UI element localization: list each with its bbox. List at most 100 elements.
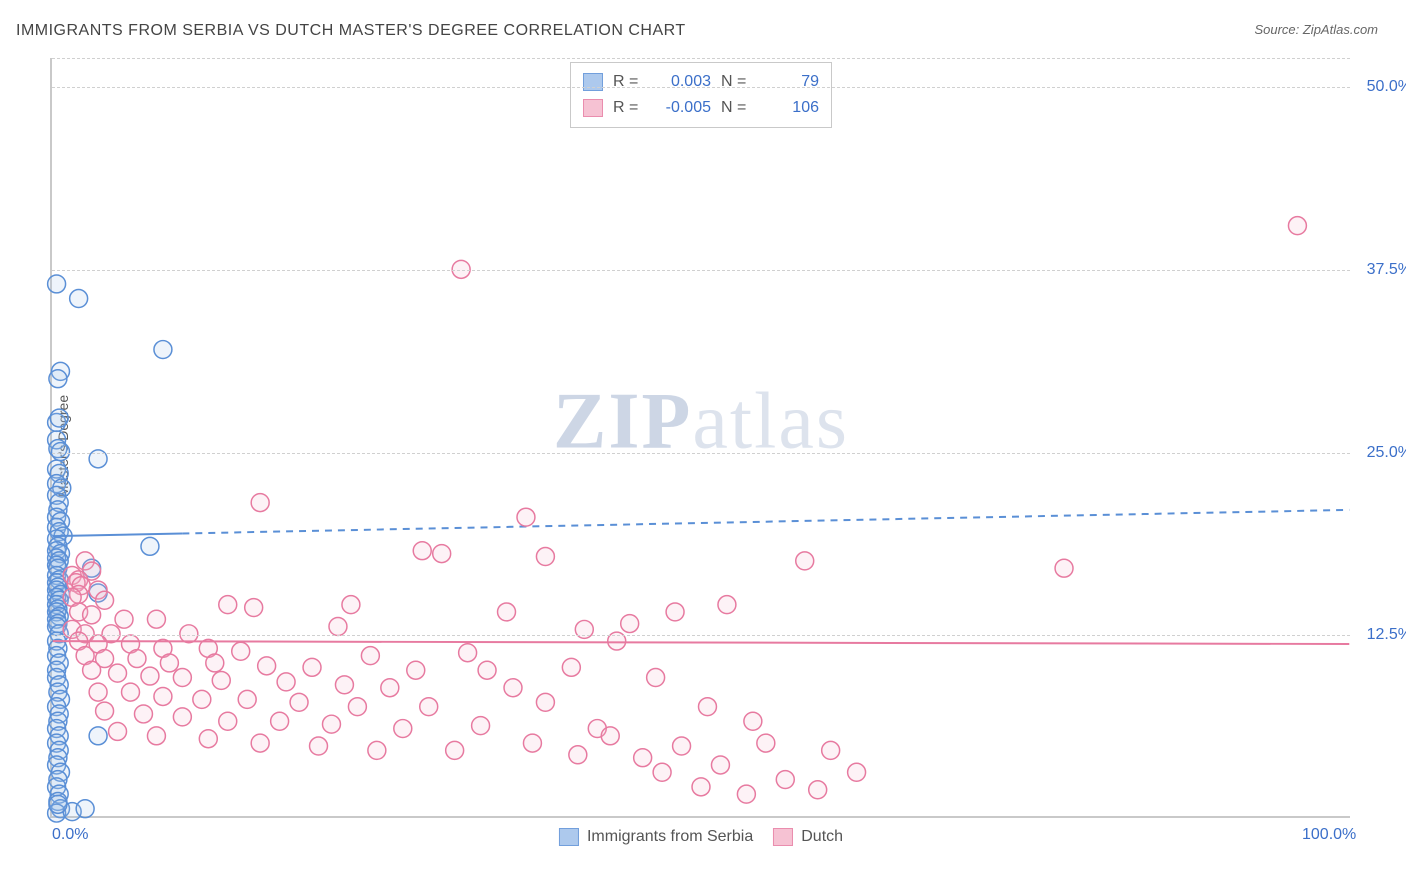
data-point-dutch [193, 690, 211, 708]
data-point-dutch [621, 615, 639, 633]
data-point-dutch [666, 603, 684, 621]
data-point-dutch [342, 596, 360, 614]
data-point-dutch [303, 658, 321, 676]
data-point-serbia [89, 727, 107, 745]
data-point-dutch [147, 727, 165, 745]
data-point-dutch [290, 693, 308, 711]
data-point-dutch [232, 642, 250, 660]
data-point-dutch [322, 715, 340, 733]
x-tick-label: 0.0% [52, 826, 88, 844]
legend-label-serbia: Immigrants from Serbia [587, 828, 753, 846]
data-point-dutch [109, 664, 127, 682]
data-point-serbia [70, 290, 88, 308]
data-point-dutch [245, 599, 263, 617]
data-point-dutch [160, 654, 178, 672]
data-point-dutch [141, 667, 159, 685]
data-point-dutch [258, 657, 276, 675]
data-point-dutch [407, 661, 425, 679]
x-tick-label: 100.0% [1302, 826, 1356, 844]
data-point-dutch [647, 669, 665, 687]
y-tick-label: 12.5% [1367, 626, 1406, 644]
data-point-dutch [368, 741, 386, 759]
gridline [52, 58, 1350, 59]
data-point-dutch [122, 683, 140, 701]
data-point-dutch [83, 661, 101, 679]
data-point-dutch [238, 690, 256, 708]
data-point-dutch [219, 596, 237, 614]
data-point-dutch [310, 737, 328, 755]
data-point-dutch [757, 734, 775, 752]
data-point-dutch [822, 741, 840, 759]
data-point-dutch [634, 749, 652, 767]
data-point-dutch [744, 712, 762, 730]
data-point-dutch [523, 734, 541, 752]
data-point-dutch [173, 708, 191, 726]
data-point-dutch [154, 687, 172, 705]
data-point-dutch [251, 494, 269, 512]
data-point-dutch [536, 548, 554, 566]
data-point-dutch [536, 693, 554, 711]
data-point-dutch [809, 781, 827, 799]
data-point-dutch [134, 705, 152, 723]
data-point-dutch [601, 727, 619, 745]
data-point-serbia [50, 409, 68, 427]
scatter-svg [52, 58, 1350, 816]
data-point-dutch [1288, 217, 1306, 235]
data-point-dutch [173, 669, 191, 687]
data-point-dutch [472, 717, 490, 735]
trend-line-dashed-serbia [182, 510, 1349, 534]
data-point-dutch [718, 596, 736, 614]
data-point-dutch [699, 698, 717, 716]
data-point-dutch [219, 712, 237, 730]
data-point-dutch [433, 545, 451, 563]
data-point-dutch [251, 734, 269, 752]
data-point-serbia [76, 800, 94, 818]
data-point-dutch [478, 661, 496, 679]
data-point-dutch [737, 785, 755, 803]
data-point-serbia [49, 370, 67, 388]
data-point-dutch [199, 730, 217, 748]
data-point-dutch [335, 676, 353, 694]
legend-item-dutch: Dutch [773, 828, 843, 846]
data-point-dutch [115, 610, 133, 628]
data-point-dutch [147, 610, 165, 628]
trend-line-dutch [53, 641, 1350, 644]
data-point-dutch [569, 746, 587, 764]
data-point-dutch [89, 683, 107, 701]
data-point-dutch [420, 698, 438, 716]
data-point-dutch [96, 591, 114, 609]
plot-area: ZIPatlas R = 0.003 N = 79 R = -0.005 N =… [50, 58, 1350, 818]
swatch-dutch-bottom [773, 828, 793, 846]
legend-label-dutch: Dutch [801, 828, 843, 846]
data-point-dutch [96, 702, 114, 720]
data-point-dutch [329, 618, 347, 636]
data-point-dutch [381, 679, 399, 697]
swatch-serbia-bottom [559, 828, 579, 846]
data-point-dutch [361, 647, 379, 665]
y-tick-label: 25.0% [1367, 444, 1406, 462]
gridline [52, 635, 1350, 636]
data-point-serbia [141, 537, 159, 555]
data-point-dutch [271, 712, 289, 730]
gridline [52, 87, 1350, 88]
chart-title: IMMIGRANTS FROM SERBIA VS DUTCH MASTER'S… [16, 22, 686, 40]
data-point-dutch [394, 720, 412, 738]
gridline [52, 453, 1350, 454]
data-point-dutch [446, 741, 464, 759]
data-point-dutch [498, 603, 516, 621]
data-point-dutch [796, 552, 814, 570]
data-point-serbia [48, 275, 66, 293]
y-tick-label: 37.5% [1367, 261, 1406, 279]
source-attribution: Source: ZipAtlas.com [1254, 22, 1378, 37]
data-point-dutch [212, 671, 230, 689]
data-point-dutch [83, 606, 101, 624]
data-point-dutch [459, 644, 477, 662]
data-point-dutch [277, 673, 295, 691]
data-point-dutch [504, 679, 522, 697]
data-point-dutch [413, 542, 431, 560]
y-tick-label: 50.0% [1367, 78, 1406, 96]
data-point-dutch [692, 778, 710, 796]
data-point-dutch [180, 625, 198, 643]
data-point-dutch [517, 508, 535, 526]
data-point-dutch [776, 771, 794, 789]
